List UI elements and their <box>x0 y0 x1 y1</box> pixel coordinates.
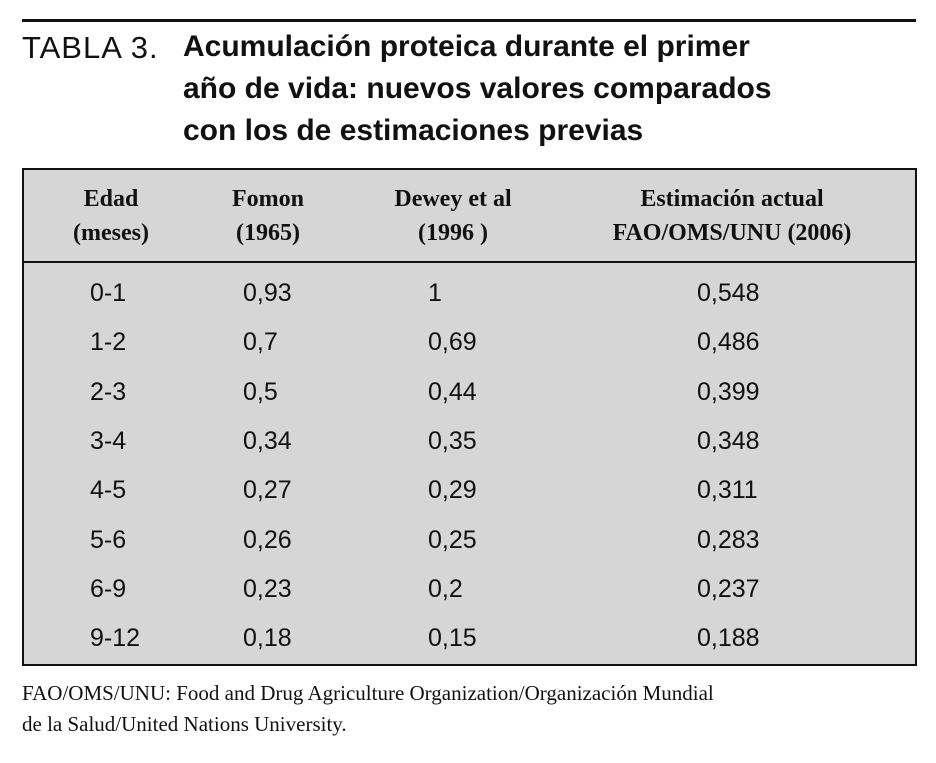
table-cell: 5-6 <box>90 525 127 554</box>
table-cell: 0,27 <box>243 476 292 505</box>
table-cell: 4-5 <box>90 476 127 505</box>
table-cell: 0,2 <box>428 574 463 603</box>
table-cell: 0,486 <box>697 328 760 357</box>
table-box <box>22 168 917 666</box>
column-header: Dewey et al <box>394 186 512 212</box>
table-cell: 0,18 <box>243 624 292 653</box>
column-header: (meses) <box>73 220 149 246</box>
table-cell: 0,69 <box>428 328 477 357</box>
column-header: (1965) <box>236 220 300 246</box>
table-cell: 0-1 <box>90 279 127 307</box>
table-title-line: Acumulación proteica durante el primer <box>183 30 750 63</box>
table-cell: 1 <box>428 279 442 307</box>
table-cell: 0,188 <box>697 624 760 653</box>
table-cell: 0,399 <box>697 377 760 406</box>
table-cell: 0,5 <box>243 377 278 406</box>
table-cell: 1-2 <box>90 328 127 357</box>
column-header: Estimación actual <box>640 186 824 212</box>
table-cell: 0,311 <box>697 476 758 505</box>
table-cell: 0,15 <box>428 624 477 653</box>
table-cell: 3-4 <box>90 426 127 455</box>
table-cell: 0,237 <box>697 574 760 603</box>
table-cell: 2-3 <box>90 377 127 406</box>
table-title-line: año de vida: nuevos valores comparados <box>183 72 772 105</box>
column-header: FAO/OMS/UNU (2006) <box>612 220 852 246</box>
table-label: TABLA 3. <box>22 30 159 65</box>
table-cell: 0,34 <box>243 426 292 455</box>
column-header: Edad <box>83 186 139 212</box>
table-cell: 9-12 <box>90 624 141 653</box>
footnote-line: FAO/OMS/UNU: Food and Drug Agriculture O… <box>22 681 714 705</box>
table-title-line: con los de estimaciones previas <box>183 114 644 147</box>
table-cell: 0,29 <box>428 476 477 505</box>
table-cell: 0,548 <box>697 279 760 307</box>
footnote-line: de la Salud/United Nations University. <box>22 712 347 736</box>
table-cell: 0,26 <box>243 525 292 554</box>
table-cell: 0,23 <box>243 574 292 603</box>
header-rule <box>22 261 916 263</box>
table-cell: 0,35 <box>428 426 477 455</box>
table-cell: 0,93 <box>243 279 292 307</box>
table-cell: 0,283 <box>697 525 760 554</box>
table-cell: 0,25 <box>428 525 477 554</box>
table-cell: 0,348 <box>697 426 760 455</box>
column-header: (1996 ) <box>418 220 488 246</box>
column-header: Fomon <box>232 186 304 212</box>
table-cell: 6-9 <box>90 574 127 603</box>
top-rule <box>22 19 916 22</box>
table-cell: 0,7 <box>243 328 278 357</box>
table-cell: 0,44 <box>428 377 477 406</box>
